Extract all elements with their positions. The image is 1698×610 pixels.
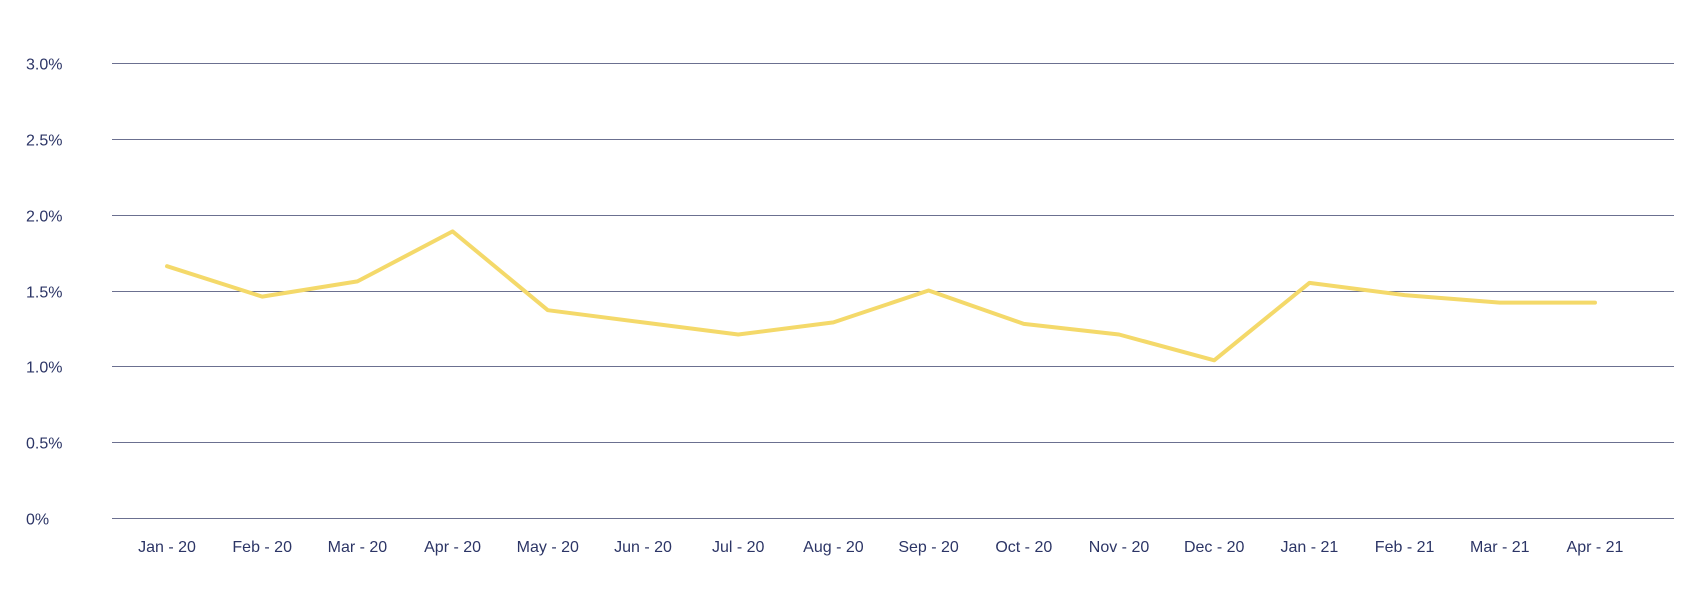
y-tick-label: 2.0% [26, 209, 62, 226]
x-tick-label: Apr - 21 [1567, 539, 1624, 556]
x-tick-label: Jan - 21 [1280, 539, 1338, 556]
y-tick-label: 1.0% [26, 360, 62, 377]
y-tick-label: 0.5% [26, 436, 62, 453]
x-tick-label: Mar - 21 [1470, 539, 1530, 556]
x-axis-tick-labels: Jan - 20 Feb - 20 Mar - 20 Apr - 20 May - 20… [138, 539, 1623, 556]
series-line [165, 229, 1597, 363]
x-tick-label: Apr - 20 [424, 539, 481, 556]
y-axis-tick-labels: 0% 0.5% 1.0% 1.5% 2.0% 2.5% 3.0% [26, 57, 62, 529]
x-tick-label: Dec - 20 [1184, 539, 1245, 556]
x-tick-label: Oct - 20 [995, 539, 1052, 556]
x-tick-label: Aug - 20 [803, 539, 864, 556]
x-tick-label: Feb - 20 [232, 539, 292, 556]
y-tick-label: 1.5% [26, 285, 62, 302]
series-lines [165, 229, 1597, 363]
x-tick-label: Jan - 20 [138, 539, 196, 556]
x-tick-label: Jul - 20 [712, 539, 765, 556]
gridlines [112, 63, 1674, 519]
y-tick-label: 2.5% [26, 133, 62, 150]
y-tick-label: 0% [26, 512, 49, 529]
x-tick-label: Jun - 20 [614, 539, 672, 556]
y-tick-label: 3.0% [26, 57, 62, 74]
x-tick-label: Nov - 20 [1089, 539, 1150, 556]
x-tick-label: Mar - 20 [328, 539, 388, 556]
x-tick-label: Sep - 20 [898, 539, 959, 556]
x-tick-label: Feb - 21 [1375, 539, 1435, 556]
x-tick-label: May - 20 [517, 539, 579, 556]
